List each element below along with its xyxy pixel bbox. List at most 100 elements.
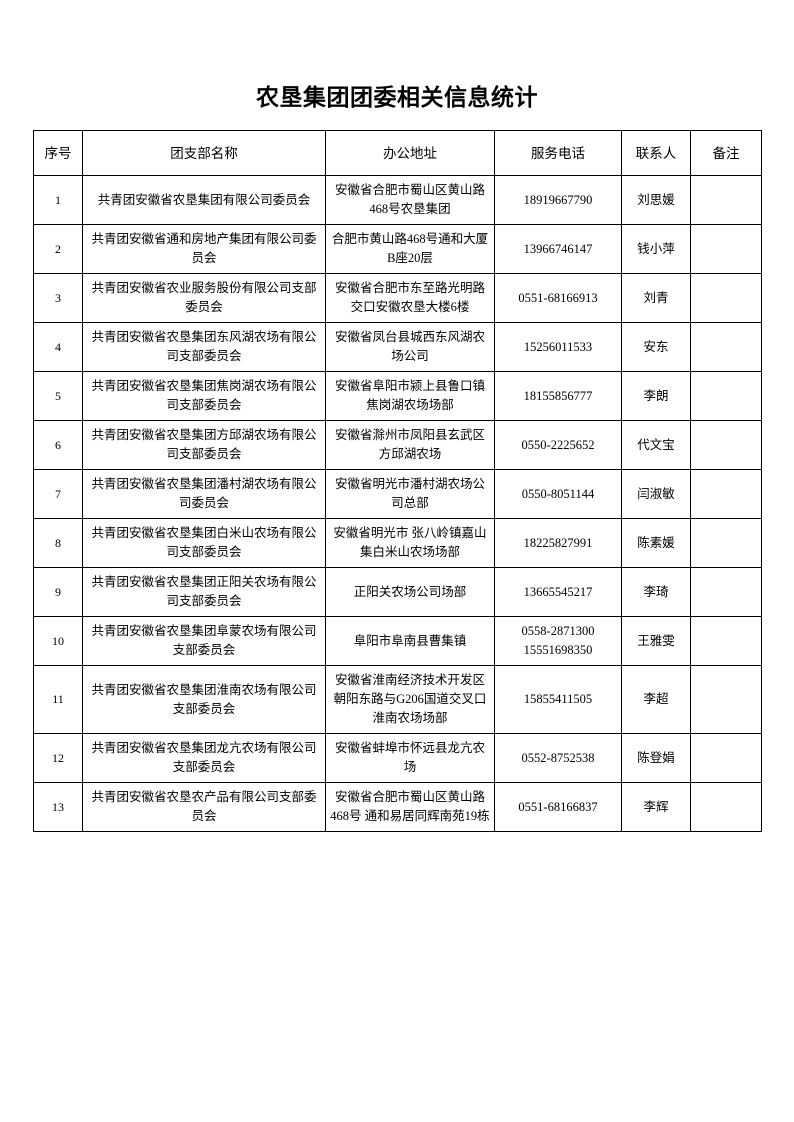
table-row: 12 共青团安徽省农垦集团龙亢农场有限公司支部委员会 安徽省蚌埠市怀远县龙亢农场 05… (33, 733, 762, 783)
row-contact: 李超 (621, 665, 691, 734)
column-header-contact: 联系人 (621, 130, 691, 176)
row-phone: 0551-68166837 (494, 782, 622, 832)
row-contact: 王雅雯 (621, 616, 691, 666)
row-remark (690, 733, 762, 783)
row-remark (690, 469, 762, 519)
row-remark (690, 420, 762, 470)
row-remark (690, 665, 762, 734)
row-phone: 0550-8051144 (494, 469, 622, 519)
row-branch-name: 共青团安徽省农垦集团有限公司委员会 (82, 175, 326, 225)
row-remark (690, 782, 762, 832)
row-branch-name: 共青团安徽省通和房地产集团有限公司委员会 (82, 224, 326, 274)
table-header: 序号 团支部名称 办公地址 服务电话 联系人 备注 (33, 130, 762, 176)
row-remark (690, 518, 762, 568)
column-header-branch-name: 团支部名称 (82, 130, 326, 176)
row-contact: 陈登娟 (621, 733, 691, 783)
row-phone: 0550-2225652 (494, 420, 622, 470)
row-phone: 0552-8752538 (494, 733, 622, 783)
row-branch-name: 共青团安徽省农业服务股份有限公司支部委员会 (82, 273, 326, 323)
row-phone: 18919667790 (494, 175, 622, 225)
row-address: 合肥市黄山路468号通和大厦B座20层 (325, 224, 495, 274)
row-index: 4 (33, 322, 83, 372)
row-branch-name: 共青团安徽省农垦集团龙亢农场有限公司支部委员会 (82, 733, 326, 783)
row-remark (690, 616, 762, 666)
row-address: 安徽省阜阳市颍上县鲁口镇焦岗湖农场场部 (325, 371, 495, 421)
row-index: 10 (33, 616, 83, 666)
row-branch-name: 共青团安徽省农垦集团白米山农场有限公司支部委员会 (82, 518, 326, 568)
page-title: 农垦集团团委相关信息统计 (256, 84, 538, 110)
table-row: 2 共青团安徽省通和房地产集团有限公司委员会 合肥市黄山路468号通和大厦B座20层… (33, 224, 762, 274)
column-header-address: 办公地址 (325, 130, 495, 176)
row-branch-name: 共青团安徽省农垦集团阜蒙农场有限公司支部委员会 (82, 616, 326, 666)
row-index: 6 (33, 420, 83, 470)
row-address: 安徽省合肥市蜀山区黄山路468号 通和易居同辉南苑19栋 (325, 782, 495, 832)
row-contact: 李琦 (621, 567, 691, 617)
branch-info-table: 序号 团支部名称 办公地址 服务电话 联系人 备注 1 共青团安徽省农垦集团有限公… (33, 130, 762, 832)
row-index: 12 (33, 733, 83, 783)
row-contact: 刘思媛 (621, 175, 691, 225)
row-address: 安徽省明光市 张八岭镇嘉山集白米山农场场部 (325, 518, 495, 568)
row-phone: 0551-68166913 (494, 273, 622, 323)
table-row: 11 共青团安徽省农垦集团淮南农场有限公司支部委员会 安徽省淮南经济技术开发区朝阳东… (33, 665, 762, 734)
row-index: 13 (33, 782, 83, 832)
row-phone: 13665545217 (494, 567, 622, 617)
table-row: 1 共青团安徽省农垦集团有限公司委员会 安徽省合肥市蜀山区黄山路468号农垦集团 18… (33, 175, 762, 225)
row-remark (690, 273, 762, 323)
table-row: 13 共青团安徽省农垦农产品有限公司支部委员会 安徽省合肥市蜀山区黄山路468号 通… (33, 782, 762, 832)
row-remark (690, 371, 762, 421)
row-index: 5 (33, 371, 83, 421)
row-contact: 安东 (621, 322, 691, 372)
row-remark (690, 567, 762, 617)
row-remark (690, 175, 762, 225)
row-index: 11 (33, 665, 83, 734)
row-remark (690, 224, 762, 274)
row-index: 3 (33, 273, 83, 323)
row-contact: 李朗 (621, 371, 691, 421)
row-address: 安徽省滁州市凤阳县玄武区方邱湖农场 (325, 420, 495, 470)
row-contact: 代文宝 (621, 420, 691, 470)
row-address: 安徽省蚌埠市怀远县龙亢农场 (325, 733, 495, 783)
row-address: 安徽省明光市潘村湖农场公司总部 (325, 469, 495, 519)
row-index: 1 (33, 175, 83, 225)
row-address: 安徽省淮南经济技术开发区朝阳东路与G206国道交叉口淮南农场场部 (325, 665, 495, 734)
row-contact: 刘青 (621, 273, 691, 323)
row-phone: 13966746147 (494, 224, 622, 274)
row-index: 2 (33, 224, 83, 274)
row-remark (690, 322, 762, 372)
row-branch-name: 共青团安徽省农垦集团正阳关农场有限公司支部委员会 (82, 567, 326, 617)
row-branch-name: 共青团安徽省农垦农产品有限公司支部委员会 (82, 782, 326, 832)
row-branch-name: 共青团安徽省农垦集团焦岗湖农场有限公司支部委员会 (82, 371, 326, 421)
row-phone: 18155856777 (494, 371, 622, 421)
table-container: 序号 团支部名称 办公地址 服务电话 联系人 备注 1 共青团安徽省农垦集团有限公… (0, 130, 794, 832)
row-phone: 0558-2871300 15551698350 (494, 616, 622, 666)
row-address: 安徽省合肥市东至路光明路交口安徽农垦大楼6楼 (325, 273, 495, 323)
table-row: 3 共青团安徽省农业服务股份有限公司支部委员会 安徽省合肥市东至路光明路交口安徽农垦… (33, 273, 762, 323)
row-address: 安徽省合肥市蜀山区黄山路468号农垦集团 (325, 175, 495, 225)
table-row: 10 共青团安徽省农垦集团阜蒙农场有限公司支部委员会 阜阳市阜南县曹集镇 0558-2… (33, 616, 762, 666)
row-phone: 15256011533 (494, 322, 622, 372)
row-contact: 闫淑敏 (621, 469, 691, 519)
column-header-phone: 服务电话 (494, 130, 622, 176)
row-index: 9 (33, 567, 83, 617)
table-row: 6 共青团安徽省农垦集团方邱湖农场有限公司支部委员会 安徽省滁州市凤阳县玄武区方邱湖… (33, 420, 762, 470)
table-row: 4 共青团安徽省农垦集团东风湖农场有限公司支部委员会 安徽省凤台县城西东风湖农场公司… (33, 322, 762, 372)
row-contact: 钱小萍 (621, 224, 691, 274)
row-branch-name: 共青团安徽省农垦集团淮南农场有限公司支部委员会 (82, 665, 326, 734)
row-contact: 陈素媛 (621, 518, 691, 568)
row-index: 8 (33, 518, 83, 568)
table-row: 8 共青团安徽省农垦集团白米山农场有限公司支部委员会 安徽省明光市 张八岭镇嘉山集白… (33, 518, 762, 568)
row-contact: 李辉 (621, 782, 691, 832)
row-index: 7 (33, 469, 83, 519)
row-address: 安徽省凤台县城西东风湖农场公司 (325, 322, 495, 372)
column-header-remark: 备注 (690, 130, 762, 176)
row-phone: 15855411505 (494, 665, 622, 734)
row-branch-name: 共青团安徽省农垦集团东风湖农场有限公司支部委员会 (82, 322, 326, 372)
row-address: 正阳关农场公司场部 (325, 567, 495, 617)
table-row: 5 共青团安徽省农垦集团焦岗湖农场有限公司支部委员会 安徽省阜阳市颍上县鲁口镇焦岗湖… (33, 371, 762, 421)
row-phone: 18225827991 (494, 518, 622, 568)
table-row: 9 共青团安徽省农垦集团正阳关农场有限公司支部委员会 正阳关农场公司场部 136655… (33, 567, 762, 617)
table-row: 7 共青团安徽省农垦集团潘村湖农场有限公司委员会 安徽省明光市潘村湖农场公司总部 05… (33, 469, 762, 519)
column-header-index: 序号 (33, 130, 83, 176)
row-branch-name: 共青团安徽省农垦集团潘村湖农场有限公司委员会 (82, 469, 326, 519)
